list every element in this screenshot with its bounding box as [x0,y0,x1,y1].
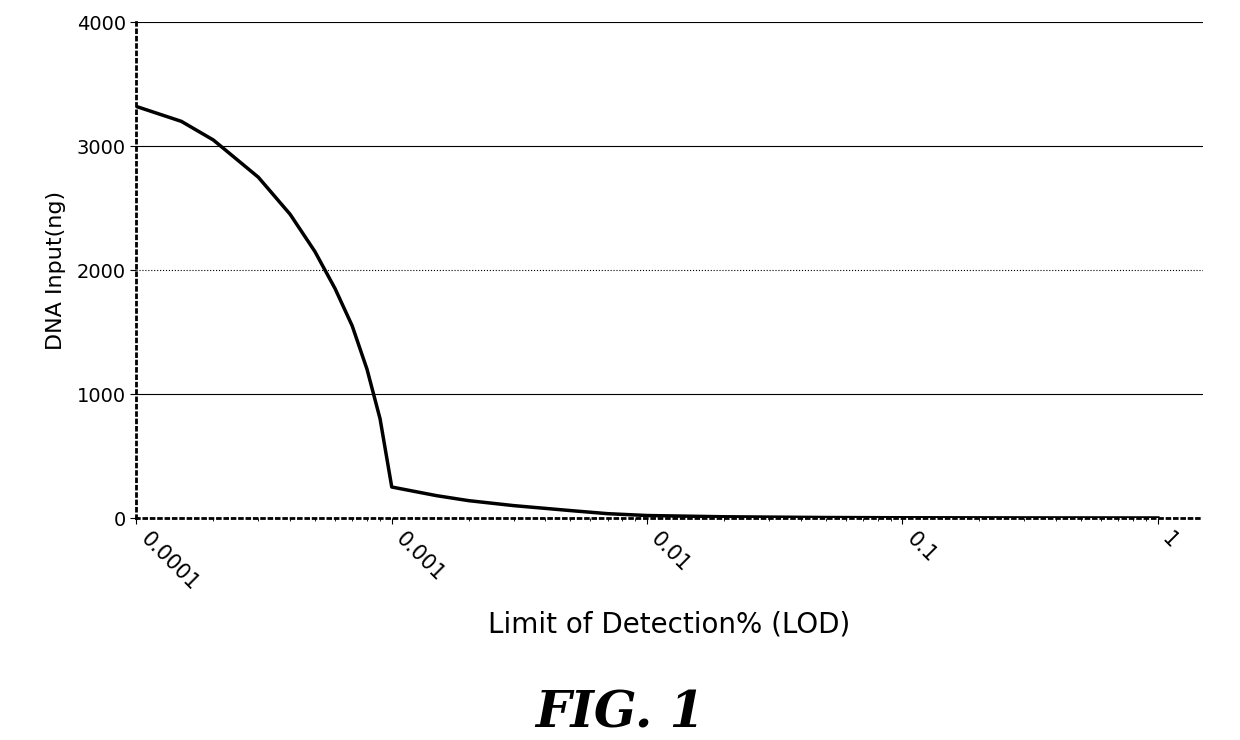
Y-axis label: DNA Input(ng): DNA Input(ng) [46,190,66,350]
Text: FIG. 1: FIG. 1 [536,690,704,739]
X-axis label: Limit of Detection% (LOD): Limit of Detection% (LOD) [489,610,851,639]
